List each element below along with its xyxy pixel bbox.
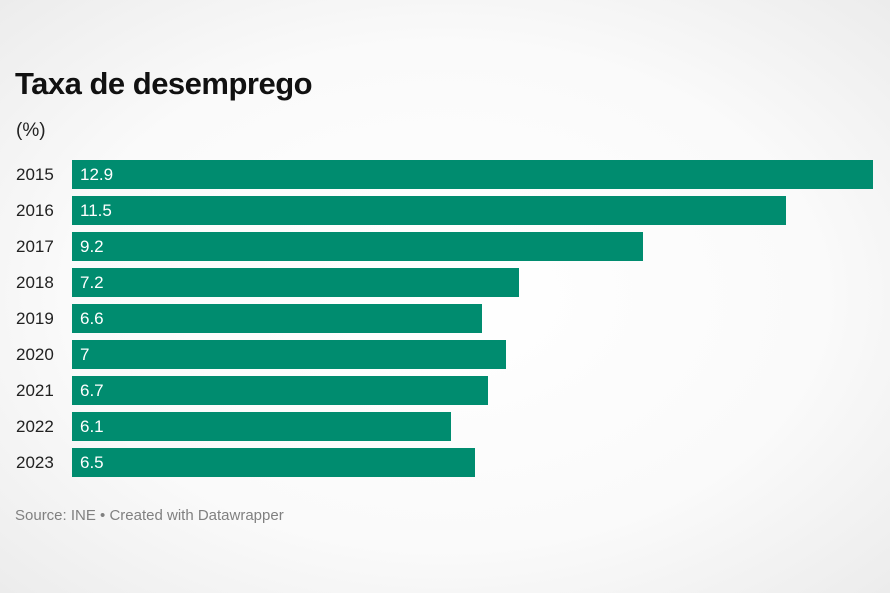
bar: 12.9 — [72, 160, 873, 189]
bar-row-2017: 2017 9.2 — [0, 232, 890, 261]
bar-row-2016: 2016 11.5 — [0, 196, 890, 225]
bar-row-2018: 2018 7.2 — [0, 268, 890, 297]
bar-value-label: 6.5 — [80, 453, 104, 472]
bar-row-2022: 2022 6.1 — [0, 412, 890, 441]
source-footer: Source: INE • Created with Datawrapper — [15, 507, 284, 524]
bar: 6.5 — [72, 448, 475, 477]
bar: 9.2 — [72, 232, 643, 261]
year-label: 2022 — [16, 417, 54, 436]
bar-value-label: 6.1 — [80, 417, 104, 436]
bar-value-label: 7.2 — [80, 273, 104, 292]
bar-row-2021: 2021 6.7 — [0, 376, 890, 405]
bar-value-label: 11.5 — [80, 201, 112, 220]
year-label: 2020 — [16, 345, 54, 364]
bar: 6.1 — [72, 412, 451, 441]
year-label: 2023 — [16, 453, 54, 472]
chart-subtitle: (%) — [16, 120, 46, 141]
bar-row-2020: 2020 7 — [0, 340, 890, 369]
year-label: 2021 — [16, 381, 54, 400]
bar: 7 — [72, 340, 506, 369]
bar-row-2023: 2023 6.5 — [0, 448, 890, 477]
year-label: 2018 — [16, 273, 54, 292]
bar-value-label: 6.7 — [80, 381, 104, 400]
bar-value-label: 7 — [80, 345, 90, 364]
year-label: 2019 — [16, 309, 54, 328]
bar-row-2019: 2019 6.6 — [0, 304, 890, 333]
bar: 6.7 — [72, 376, 488, 405]
bar: 11.5 — [72, 196, 786, 225]
bar: 7.2 — [72, 268, 519, 297]
bar-value-label: 6.6 — [80, 309, 104, 328]
bar-row-2015: 2015 12.9 — [0, 160, 890, 189]
bar-value-label: 12.9 — [80, 165, 114, 184]
year-label: 2015 — [16, 165, 54, 184]
bar-value-label: 9.2 — [80, 237, 104, 256]
year-label: 2016 — [16, 201, 54, 220]
bar: 6.6 — [72, 304, 482, 333]
year-label: 2017 — [16, 237, 54, 256]
chart-title: Taxa de desemprego — [15, 66, 313, 101]
